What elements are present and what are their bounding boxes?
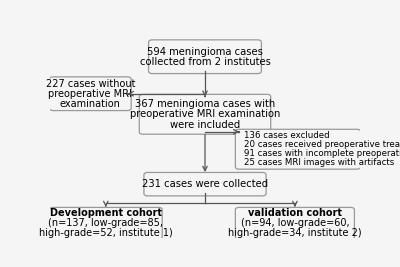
Text: 136 cases excluded: 136 cases excluded (244, 131, 329, 140)
Text: 231 cases were collected: 231 cases were collected (142, 179, 268, 189)
Text: 367 meningioma cases with: 367 meningioma cases with (135, 99, 275, 109)
Text: examination: examination (60, 99, 121, 109)
FancyBboxPatch shape (139, 94, 271, 134)
Text: were included: were included (170, 120, 240, 130)
FancyBboxPatch shape (144, 172, 266, 196)
Text: high-grade=52, institute 1): high-grade=52, institute 1) (39, 228, 173, 238)
Text: (n=94, low-grade=60,: (n=94, low-grade=60, (240, 218, 349, 228)
Text: 20 cases received preoperative treatment: 20 cases received preoperative treatment (244, 140, 400, 149)
Text: preoperative MRI: preoperative MRI (48, 89, 132, 99)
Text: validation cohort: validation cohort (248, 208, 342, 218)
Text: collected from 2 institutes: collected from 2 institutes (140, 57, 270, 67)
Text: (n=137, low-grade=85,: (n=137, low-grade=85, (48, 218, 163, 228)
Text: 25 cases MRI images with artifacts: 25 cases MRI images with artifacts (244, 158, 394, 167)
FancyBboxPatch shape (235, 129, 361, 169)
FancyBboxPatch shape (49, 77, 131, 111)
FancyBboxPatch shape (235, 207, 354, 239)
Text: Development cohort: Development cohort (50, 208, 162, 218)
FancyBboxPatch shape (148, 40, 262, 74)
Text: 91 cases with incomplete preoperative MRI data: 91 cases with incomplete preoperative MR… (244, 149, 400, 158)
Text: 594 meningioma cases: 594 meningioma cases (147, 46, 263, 57)
Text: high-grade=34, institute 2): high-grade=34, institute 2) (228, 228, 362, 238)
Text: 227 cases without: 227 cases without (46, 78, 135, 89)
Text: preoperative MRI examination: preoperative MRI examination (130, 109, 280, 119)
FancyBboxPatch shape (49, 207, 162, 239)
